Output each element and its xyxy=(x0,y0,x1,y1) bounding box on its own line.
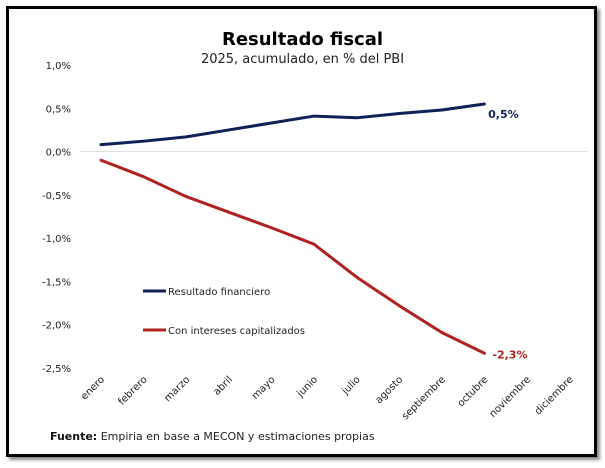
chart-subtitle: 2025, acumulado, en % del PBI xyxy=(200,52,405,67)
series-lines xyxy=(99,102,486,355)
x-tick-label: noviembre xyxy=(488,374,534,420)
y-tick-label: 1,0% xyxy=(46,61,71,72)
y-tick-label: -2,0% xyxy=(42,321,71,332)
series-line-resultado-financiero xyxy=(99,102,486,147)
x-tick-label: octubre xyxy=(456,374,491,409)
y-tick-label: -2,5% xyxy=(42,364,71,375)
x-tick-label: agosto xyxy=(374,374,406,406)
y-tick-label: -0,5% xyxy=(42,191,71,202)
x-axis: enero febrero marzo abril mayo junio julio agos… xyxy=(79,374,576,422)
x-tick-label: diciembre xyxy=(533,374,576,417)
legend: Resultado financiero Con intereses capita… xyxy=(143,287,305,337)
x-tick-label: marzo xyxy=(162,374,192,404)
y-tick-label: -1,5% xyxy=(42,277,71,288)
data-labels: 0,5% -2,3% xyxy=(488,108,527,361)
chart-frame xyxy=(6,6,597,457)
x-tick-label: septiembre xyxy=(400,374,448,422)
chart-title: Resultado fiscal xyxy=(221,29,384,50)
legend-label: Con intereses capitalizados xyxy=(168,326,305,337)
source-label: Fuente: xyxy=(50,430,98,443)
x-tick-label: enero xyxy=(79,374,107,402)
end-data-label: -2,3% xyxy=(492,348,527,361)
y-axis: 1,0% 0,5% 0,0% -0,5% -1,0% -1,5% -2,0% -2,5% xyxy=(42,61,71,375)
x-tick-label: julio xyxy=(340,374,363,397)
y-tick-label: 0,0% xyxy=(46,148,71,159)
x-tick-label: mayo xyxy=(250,374,278,402)
x-tick-label: febrero xyxy=(116,374,149,407)
x-tick-label: junio xyxy=(294,374,320,400)
x-tick-label: abril xyxy=(211,374,234,397)
series-line-con-intereses-capitalizados xyxy=(99,158,486,355)
end-data-label: 0,5% xyxy=(488,108,519,121)
y-tick-label: 0,5% xyxy=(46,104,71,115)
source-text: Empiria en base a MECON y estimaciones p… xyxy=(100,430,375,443)
legend-label: Resultado financiero xyxy=(168,287,270,298)
y-tick-label: -1,0% xyxy=(42,234,71,245)
source-note: Fuente: Empiria en base a MECON y estima… xyxy=(50,430,375,443)
